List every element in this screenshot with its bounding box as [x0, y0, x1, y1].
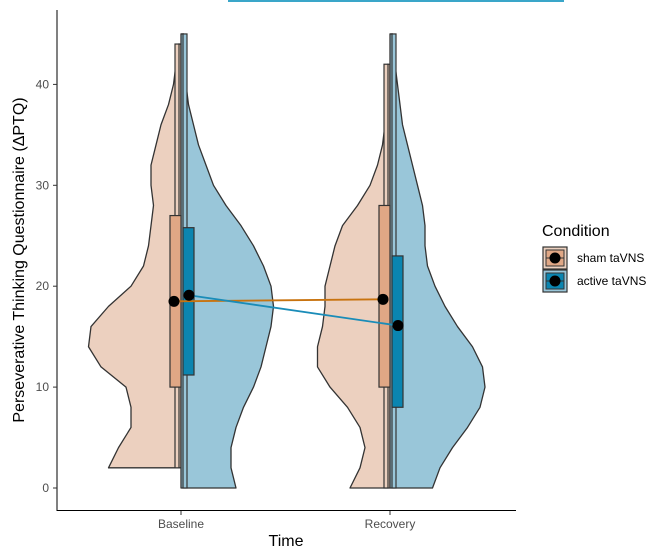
legend-label-0: sham taVNS: [577, 251, 644, 265]
top-cutoff-bar: [228, 0, 564, 2]
legend-label-1: active taVNS: [577, 274, 646, 288]
mean-point-right-recovery: [392, 320, 404, 332]
x-tick-label-baseline: Baseline: [158, 517, 204, 531]
legend-key-point-1: [549, 275, 561, 287]
legend-title: Condition: [542, 223, 610, 240]
violin-left-baseline: [87, 43, 182, 469]
y-tick-label-30: 30: [36, 178, 50, 192]
x-axis-title: Time: [269, 533, 304, 547]
legend-keys: sham taVNS active taVNS: [542, 246, 646, 293]
y-ticks: 0 10 20 30 40: [36, 77, 57, 495]
x-ticks: Baseline Recovery: [158, 511, 415, 531]
iqr-box-right-recovery: [391, 255, 404, 408]
mean-point-right-baseline: [183, 289, 195, 301]
y-axis-title: Perseverative Thinking Questionnaire (ΔP…: [11, 97, 28, 422]
mean-line-right: [188, 294, 399, 327]
plot-marks: [87, 33, 486, 489]
legend-key-point-0: [549, 252, 561, 264]
y-tick-label-10: 10: [36, 380, 50, 394]
mean-point-left-baseline: [168, 295, 180, 307]
y-tick-label-40: 40: [36, 77, 50, 91]
x-tick-label-recovery: Recovery: [365, 517, 416, 531]
mean-line-left: [173, 298, 384, 303]
y-tick-label-0: 0: [42, 481, 49, 495]
mean-point-left-recovery: [377, 293, 389, 305]
y-tick-label-20: 20: [36, 279, 50, 293]
legend: Condition sham taVNS active taVNS: [542, 223, 646, 293]
